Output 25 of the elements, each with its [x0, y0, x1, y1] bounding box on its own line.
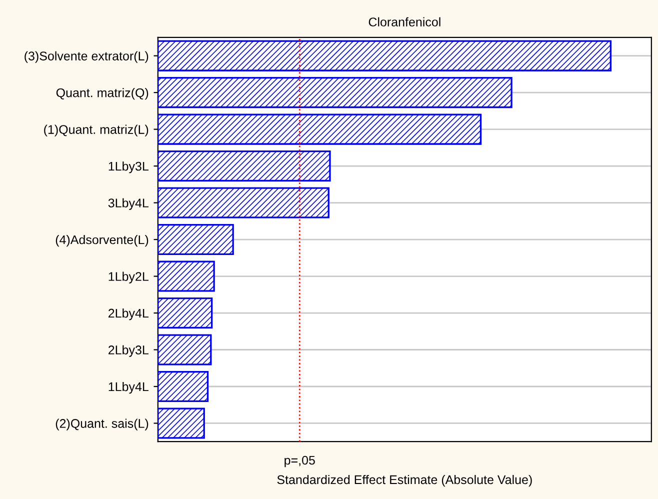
- x-axis-title: Standardized Effect Estimate (Absolute Value): [277, 474, 532, 487]
- y-tick-label: (2)Quant. sais(L): [56, 418, 148, 430]
- y-tick-label: (1)Quant. matriz(L): [44, 124, 148, 136]
- y-tick-label: (3)Solvente extrator(L): [24, 51, 148, 63]
- y-tick-label: 2Lby4L: [108, 308, 148, 320]
- y-tick-label: 1Lby2L: [108, 272, 148, 284]
- bar: [158, 297, 213, 329]
- bar: [158, 150, 331, 182]
- y-tick-label: 3Lby4L: [108, 198, 148, 210]
- bar: [158, 334, 212, 366]
- bar: [158, 224, 234, 256]
- bar: [158, 370, 209, 402]
- chart-title: Cloranfenicol: [368, 17, 440, 26]
- y-tick-label: (4)Adsorvente(L): [56, 234, 148, 247]
- bar: [158, 40, 612, 72]
- y-tick-label: Quant. matriz(Q): [56, 88, 148, 100]
- bar: [158, 77, 512, 108]
- y-tick-label: 2Lby3L: [108, 345, 148, 357]
- y-tick-label: 1Lby4L: [108, 382, 148, 394]
- y-tick-label: 1Lby3L: [108, 162, 148, 174]
- bar: [158, 408, 205, 439]
- bar: [158, 114, 482, 145]
- bar: [158, 260, 215, 292]
- ref-line-label: p=,05: [284, 456, 315, 468]
- bar: [158, 187, 330, 218]
